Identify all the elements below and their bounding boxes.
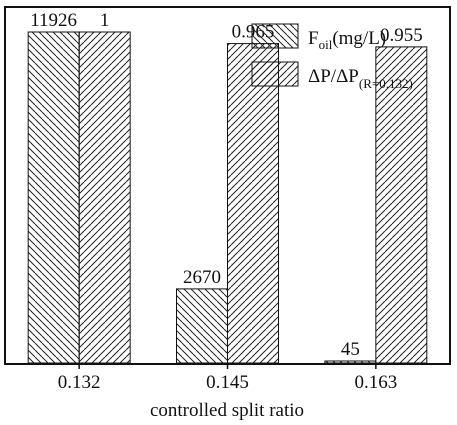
x-axis-ticks: 0.132 0.145 0.163 — [58, 363, 397, 393]
data-label-series2-0.163: 0.955 — [380, 25, 423, 46]
legend-label-foil: Foil(mg/L) — [308, 28, 386, 52]
x-tick-label-0.132: 0.132 — [58, 372, 101, 393]
x-tick-label-0.163: 0.163 — [354, 372, 397, 393]
data-label-series1-0.132: 11926 — [30, 10, 77, 31]
bar-series2-0.132 — [78, 31, 131, 364]
legend-label-dp: ΔP/ΔP(R=0.132) — [308, 66, 413, 91]
data-label-series1-0.163: 45 — [341, 339, 360, 360]
data-label-series2-0.132: 1 — [100, 10, 110, 31]
bar-series1-0.132 — [27, 31, 80, 364]
legend-swatch-foil — [251, 23, 299, 49]
legend: Foil(mg/L) ΔP/ΔP(R=0.132) — [251, 23, 413, 91]
x-axis-title: controlled split ratio — [150, 400, 304, 421]
bars-layer — [27, 31, 428, 364]
x-tick-label-0.145: 0.145 — [206, 372, 249, 393]
bar-series2-0.145 — [227, 43, 279, 364]
data-label-series1-0.145: 2670 — [183, 267, 221, 288]
bar-series2-0.163 — [375, 46, 428, 364]
bar-series1-0.145 — [176, 288, 228, 364]
bar-series1-0.163 — [324, 360, 377, 364]
legend-swatch-dp — [251, 61, 299, 87]
